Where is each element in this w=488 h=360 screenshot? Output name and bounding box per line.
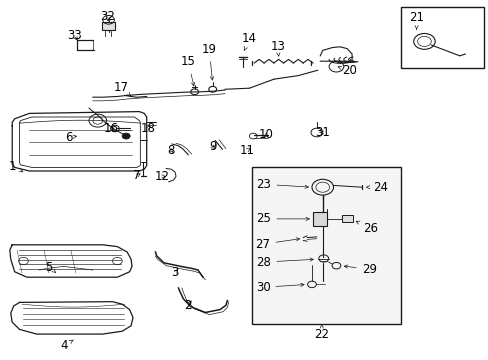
Text: 21: 21 — [408, 11, 423, 30]
Text: 18: 18 — [140, 122, 155, 135]
Text: 10: 10 — [259, 129, 273, 141]
Bar — [251, 167, 400, 324]
Text: 16: 16 — [104, 122, 119, 135]
Text: 29: 29 — [344, 263, 376, 276]
Text: 20: 20 — [338, 64, 356, 77]
Text: 9: 9 — [208, 140, 216, 153]
Text: 22: 22 — [314, 325, 328, 341]
Text: 25: 25 — [256, 212, 309, 225]
Text: 27: 27 — [255, 238, 299, 251]
Text: 11: 11 — [239, 144, 254, 157]
Text: 26: 26 — [355, 221, 377, 235]
Bar — [342, 215, 352, 222]
Text: 24: 24 — [366, 181, 387, 194]
Text: 3: 3 — [171, 266, 179, 279]
Text: 33: 33 — [67, 29, 81, 42]
Text: 5: 5 — [45, 261, 56, 274]
Text: 32: 32 — [100, 10, 115, 23]
Text: 14: 14 — [242, 32, 256, 51]
Text: 4: 4 — [61, 339, 73, 352]
Text: 31: 31 — [315, 126, 329, 139]
Text: 6: 6 — [64, 131, 76, 144]
Text: 7: 7 — [133, 169, 141, 182]
Text: 28: 28 — [256, 256, 313, 269]
Bar — [312, 212, 326, 226]
Text: 2: 2 — [184, 299, 192, 312]
Text: 12: 12 — [155, 170, 169, 183]
Text: 23: 23 — [256, 178, 308, 191]
Text: 15: 15 — [181, 55, 195, 86]
Text: 8: 8 — [167, 144, 175, 157]
Text: 17: 17 — [114, 81, 131, 96]
Text: 1: 1 — [8, 160, 23, 173]
Bar — [102, 22, 115, 30]
Circle shape — [122, 133, 130, 139]
Bar — [400, 7, 483, 68]
Text: 19: 19 — [202, 43, 216, 80]
Text: 30: 30 — [255, 281, 304, 294]
Text: 13: 13 — [270, 40, 285, 56]
